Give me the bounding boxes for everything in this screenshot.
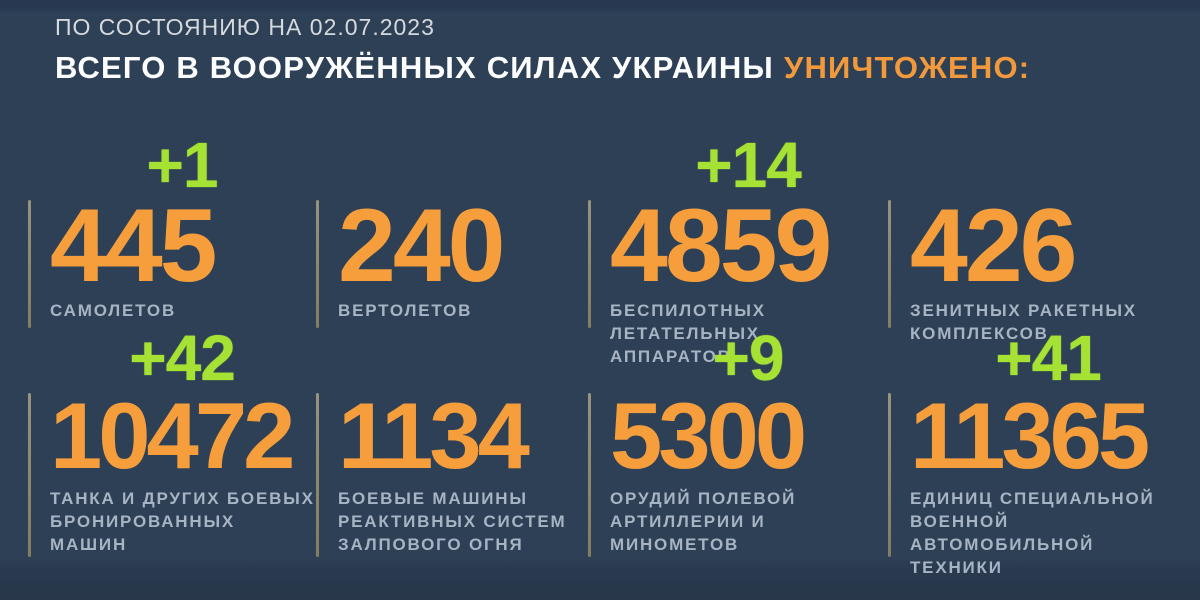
stat-label: ЗЕНИТНЫХ РАКЕТНЫХ КОМПЛЕКСОВ (910, 301, 1137, 344)
stat-content: 10472 ТАНКА И ДРУГИХ БОЕВЫХ БРОНИРОВАННЫ… (50, 383, 316, 557)
stat-cell-helicopters: 240 ВЕРТОЛЕТОВ (316, 130, 588, 328)
stats-row-2: +42 10472 ТАНКА И ДРУГИХ БОЕВЫХ БРОНИРОВ… (28, 322, 1188, 577)
stat-body: 445 САМОЛЕТОВ (28, 188, 316, 328)
title-main: ВСЕГО В ВООРУЖЁННЫХ СИЛАХ УКРАИНЫ (55, 50, 774, 85)
stat-cell-military-vehicles: +41 11365 ЕДИНИЦ СПЕЦИАЛЬНОЙ ВОЕННОЙ АВТ… (888, 322, 1188, 577)
header: ПО СОСТОЯНИЮ НА 02.07.2023 ВСЕГО В ВООРУ… (55, 12, 1030, 86)
increment-badge: +1 (146, 129, 219, 201)
stat-cell-mlrs: 1134 БОЕВЫЕ МАШИНЫ РЕАКТИВНЫХ СИСТЕМ ЗАЛ… (316, 323, 588, 557)
stat-body: 11365 ЕДИНИЦ СПЕЦИАЛЬНОЙ ВОЕННОЙ АВТОМОБ… (888, 383, 1188, 577)
stat-cell-artillery: +9 5300 ОРУДИЙ ПОЛЕВОЙ АРТИЛЛЕРИИ И МИНО… (588, 322, 888, 557)
stat-label: ОРУДИЙ ПОЛЕВОЙ АРТИЛЛЕРИИ И МИНОМЕТОВ (610, 488, 797, 554)
stat-body: 426 ЗЕНИТНЫХ РАКЕТНЫХ КОМПЛЕКСОВ (888, 188, 1188, 344)
stat-value: 4859 (610, 188, 832, 304)
stat-value: 10472 (50, 383, 295, 488)
stat-body: 240 ВЕРТОЛЕТОВ (316, 188, 588, 328)
divider-line (588, 393, 591, 557)
stat-value: 240 (338, 188, 506, 304)
increment-badge: +41 (995, 322, 1102, 394)
stat-content: 240 ВЕРТОЛЕТОВ (338, 188, 506, 328)
stat-value: 11365 (910, 383, 1150, 488)
stat-value: 445 (50, 188, 218, 304)
stat-body: 10472 ТАНКА И ДРУГИХ БОЕВЫХ БРОНИРОВАННЫ… (28, 383, 316, 557)
divider-line (888, 393, 891, 557)
stat-label: ВЕРТОЛЕТОВ (338, 301, 473, 321)
stat-body: 4859 БЕСПИЛОТНЫХ ЛЕТАТЕЛЬНЫХ АППАРАТОВ (588, 188, 888, 367)
stat-content: 4859 БЕСПИЛОТНЫХ ЛЕТАТЕЛЬНЫХ АППАРАТОВ (610, 188, 888, 367)
stat-cell-tanks: +42 10472 ТАНКА И ДРУГИХ БОЕВЫХ БРОНИРОВ… (28, 322, 316, 557)
stat-label: САМОЛЕТОВ (50, 301, 177, 321)
stat-label: ЕДИНИЦ СПЕЦИАЛЬНОЙ ВОЕННОЙ АВТОМОБИЛЬНОЙ… (910, 488, 1155, 577)
stat-value: 426 (910, 188, 1078, 304)
title-highlight: УНИЧТОЖЕНО: (783, 50, 1031, 85)
stat-label: БЕСПИЛОТНЫХ ЛЕТАТЕЛЬНЫХ АППАРАТОВ (610, 301, 766, 367)
increment-badge: +9 (712, 322, 785, 394)
divider-line (28, 200, 31, 328)
stat-content: 426 ЗЕНИТНЫХ РАКЕТНЫХ КОМПЛЕКСОВ (910, 188, 1137, 344)
stat-value: 1134 (338, 383, 530, 488)
increment-badge: +42 (129, 322, 236, 394)
stat-cell-uavs: +14 4859 БЕСПИЛОТНЫХ ЛЕТАТЕЛЬНЫХ АППАРАТ… (588, 129, 888, 367)
status-date: ПО СОСТОЯНИЮ НА 02.07.2023 (55, 14, 435, 40)
stat-content: 5300 ОРУДИЙ ПОЛЕВОЙ АРТИЛЛЕРИИ И МИНОМЕТ… (610, 383, 888, 557)
stat-cell-sam-systems: 426 ЗЕНИТНЫХ РАКЕТНЫХ КОМПЛЕКСОВ (888, 130, 1188, 344)
divider-line (316, 200, 319, 328)
stat-content: 445 САМОЛЕТОВ (50, 188, 218, 328)
stat-cell-aircraft: +1 445 САМОЛЕТОВ (28, 129, 316, 328)
stat-body: 1134 БОЕВЫЕ МАШИНЫ РЕАКТИВНЫХ СИСТЕМ ЗАЛ… (316, 383, 588, 557)
page-title: ВСЕГО В ВООРУЖЁННЫХ СИЛАХ УКРАИНЫ УНИЧТОЖ… (55, 50, 1030, 86)
stat-body: 5300 ОРУДИЙ ПОЛЕВОЙ АРТИЛЛЕРИИ И МИНОМЕТ… (588, 383, 888, 557)
stat-content: 11365 ЕДИНИЦ СПЕЦИАЛЬНОЙ ВОЕННОЙ АВТОМОБ… (910, 383, 1188, 577)
divider-line (28, 393, 31, 557)
increment-badge: +14 (695, 129, 802, 201)
divider-line (316, 393, 319, 557)
stats-row-1: +1 445 САМОЛЕТОВ 240 ВЕРТОЛЕТОВ +14 (28, 129, 1188, 367)
divider-line (888, 200, 891, 328)
stat-label: БОЕВЫЕ МАШИНЫ РЕАКТИВНЫХ СИСТЕМ ЗАЛПОВОГ… (338, 488, 567, 554)
stat-label: ТАНКА И ДРУГИХ БОЕВЫХ БРОНИРОВАННЫХ МАШИ… (50, 488, 315, 554)
divider-line (588, 200, 591, 328)
stat-value: 5300 (610, 383, 807, 488)
stat-content: 1134 БОЕВЫЕ МАШИНЫ РЕАКТИВНЫХ СИСТЕМ ЗАЛ… (338, 383, 567, 557)
